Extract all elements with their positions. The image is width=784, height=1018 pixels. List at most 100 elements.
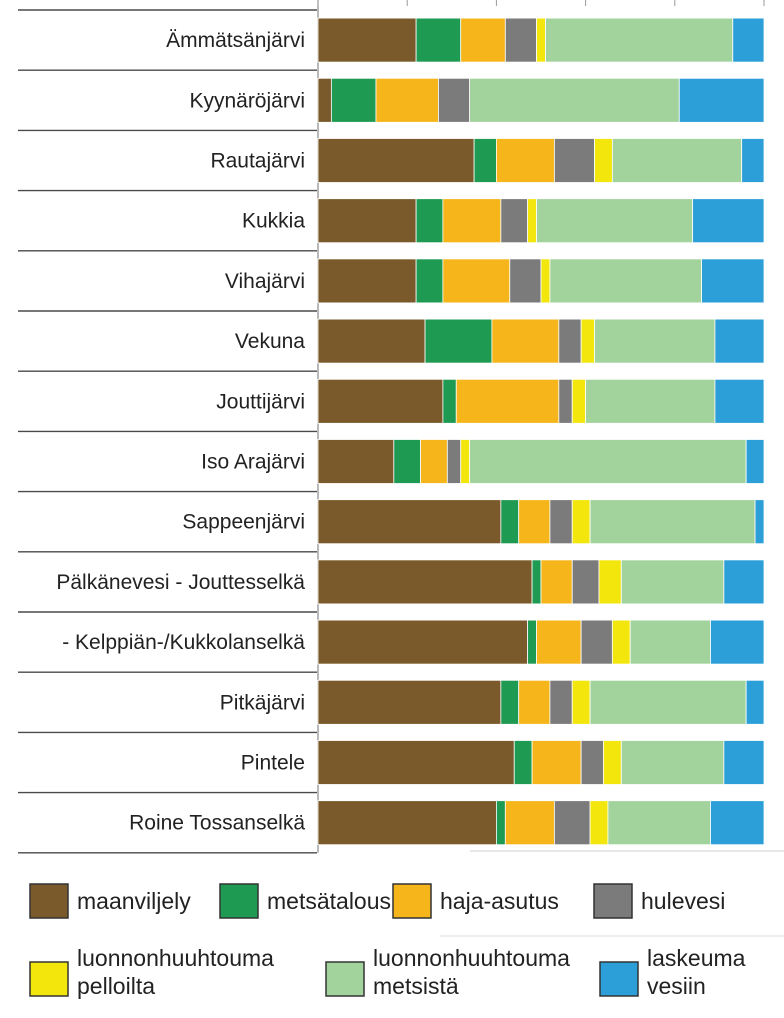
- bar-segment: [500, 679, 520, 725]
- bar-segment: [536, 198, 694, 244]
- bar-segment: [745, 439, 765, 484]
- category-label: Rautajärvi: [210, 150, 305, 173]
- bar-segment: [415, 198, 444, 244]
- bar-segment: [317, 679, 502, 725]
- legend-label: metsätalous: [267, 888, 391, 914]
- bar-segment: [598, 559, 622, 605]
- bar-segment: [495, 800, 506, 846]
- bar-segment: [580, 318, 595, 364]
- bar-segment: [611, 619, 631, 665]
- bar-segment: [723, 559, 765, 605]
- category-label: Pälkänevesi - Jouttesselkä: [56, 571, 305, 594]
- legend-label: luonnonhuuhtouma: [373, 945, 570, 971]
- bar-segment: [603, 740, 622, 785]
- bar-segment: [710, 800, 765, 846]
- bar-segment: [589, 679, 747, 725]
- bar-segment: [330, 77, 377, 123]
- bar-segment: [536, 619, 582, 665]
- bar-segment: [442, 258, 511, 304]
- bar-segment: [594, 318, 716, 364]
- bar-segment: [571, 378, 586, 424]
- bar-segment: [317, 559, 533, 605]
- bar-segment: [710, 619, 765, 665]
- bar-segment: [723, 740, 765, 785]
- bar-segment: [620, 740, 725, 785]
- bar-segment: [701, 258, 765, 304]
- bar-segment: [531, 559, 542, 605]
- bar-segment: [589, 800, 609, 846]
- bar-segment: [714, 378, 765, 424]
- bar-segment: [393, 439, 421, 484]
- bar-segment: [438, 77, 471, 123]
- bar-segment: [317, 77, 332, 123]
- bar-segment: [589, 499, 756, 545]
- legend-item-haja-asutus: haja-asutus: [392, 883, 559, 919]
- bar-segment: [611, 138, 743, 183]
- bar-segment: [317, 258, 417, 304]
- bar-segment: [415, 258, 444, 304]
- legend-item-hulevesi: hulevesi: [593, 883, 725, 919]
- bar-segment: [473, 138, 497, 183]
- bar-segment: [527, 619, 537, 665]
- bar-segment: [317, 499, 502, 545]
- bar-segment: [540, 258, 551, 304]
- bar-segment: [558, 378, 573, 424]
- bar-segment: [754, 499, 765, 545]
- bar-segment: [504, 17, 537, 63]
- legend-swatch: [325, 961, 365, 997]
- legend-swatch: [219, 883, 259, 919]
- category-label: Vekuna: [235, 330, 305, 353]
- bar-segment: [585, 378, 716, 424]
- bar-segment: [460, 439, 471, 484]
- bar-segment: [745, 679, 765, 725]
- bar-segment: [553, 800, 591, 846]
- legend-swatch: [593, 883, 633, 919]
- category-label: Iso Arajärvi: [201, 451, 305, 474]
- bar-segment: [536, 17, 546, 63]
- category-label: Jouttijärvi: [216, 390, 305, 413]
- legend-item-maanviljely: maanviljely: [29, 883, 191, 919]
- bar-segment: [518, 499, 551, 545]
- bar-segment: [420, 439, 448, 484]
- bar-segment: [594, 138, 613, 183]
- legend-label: pelloilta: [77, 973, 155, 999]
- bar-segment: [540, 559, 573, 605]
- bar-segment: [549, 499, 573, 545]
- legend-label: luonnonhuuhtouma: [77, 945, 274, 971]
- bar-segment: [455, 378, 560, 424]
- legend-label: laskeuma: [647, 945, 746, 971]
- bar-segment: [549, 258, 702, 304]
- bar-segment: [678, 77, 765, 123]
- legend-label: vesiin: [647, 973, 706, 999]
- bar-segment: [317, 800, 497, 846]
- legend-swatch: [29, 961, 69, 997]
- bar-segment: [513, 740, 533, 785]
- bar-segment: [424, 318, 493, 364]
- legend-item-metsatalous: metsätalous: [219, 883, 391, 919]
- legend-swatch: [599, 961, 639, 997]
- category-label: Kyynäröjärvi: [189, 89, 305, 112]
- bar-segment: [500, 198, 529, 244]
- bar-segment: [620, 559, 725, 605]
- bar-segment: [317, 740, 515, 785]
- bar-segment: [518, 679, 551, 725]
- bar-segment: [375, 77, 439, 123]
- bar-segment: [571, 499, 591, 545]
- bar-segment: [317, 17, 417, 63]
- bar-segment: [500, 499, 520, 545]
- bar-segment: [317, 439, 395, 484]
- bar-segment: [442, 378, 457, 424]
- legend-label: haja-asutus: [440, 888, 559, 914]
- category-label: Sappeenjärvi: [182, 511, 305, 534]
- bar-segment: [527, 198, 537, 244]
- bar-segment: [317, 619, 529, 665]
- bar-segment: [629, 619, 711, 665]
- bar-segment: [491, 318, 560, 364]
- category-label: Roine Tossanselkä: [129, 812, 305, 835]
- bar-segment: [446, 439, 462, 484]
- bar-segment: [571, 679, 591, 725]
- bar-segment: [553, 138, 595, 183]
